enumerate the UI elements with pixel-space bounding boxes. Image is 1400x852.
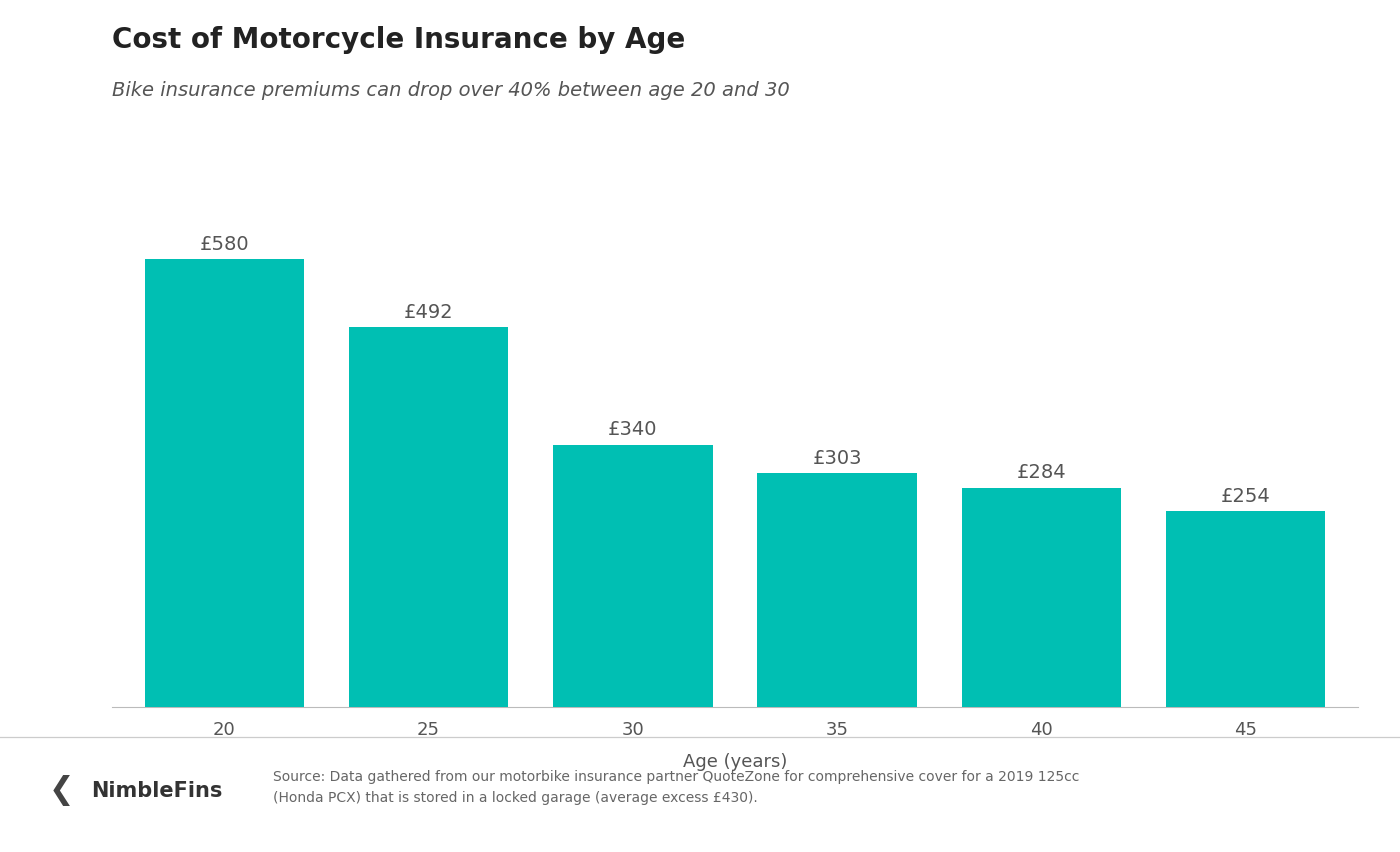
Bar xyxy=(349,327,508,707)
Text: £284: £284 xyxy=(1016,463,1067,482)
Text: Source: Data gathered from our motorbike insurance partner QuoteZone for compreh: Source: Data gathered from our motorbike… xyxy=(273,770,1079,804)
Text: £492: £492 xyxy=(403,302,454,322)
Text: NimbleFins: NimbleFins xyxy=(91,780,223,801)
Text: £340: £340 xyxy=(608,420,658,440)
X-axis label: Age (years): Age (years) xyxy=(683,753,787,771)
Bar xyxy=(1166,511,1326,707)
Text: £254: £254 xyxy=(1221,486,1271,505)
Text: Cost of Motorcycle Insurance by Age: Cost of Motorcycle Insurance by Age xyxy=(112,26,685,54)
Text: £580: £580 xyxy=(200,235,249,254)
Bar xyxy=(757,473,917,707)
Bar xyxy=(144,259,304,707)
Bar xyxy=(962,488,1121,707)
Bar xyxy=(553,445,713,707)
Text: Bike insurance premiums can drop over 40% between age 20 and 30: Bike insurance premiums can drop over 40… xyxy=(112,81,790,100)
Text: ❮: ❮ xyxy=(49,775,74,806)
Text: £303: £303 xyxy=(812,449,862,468)
